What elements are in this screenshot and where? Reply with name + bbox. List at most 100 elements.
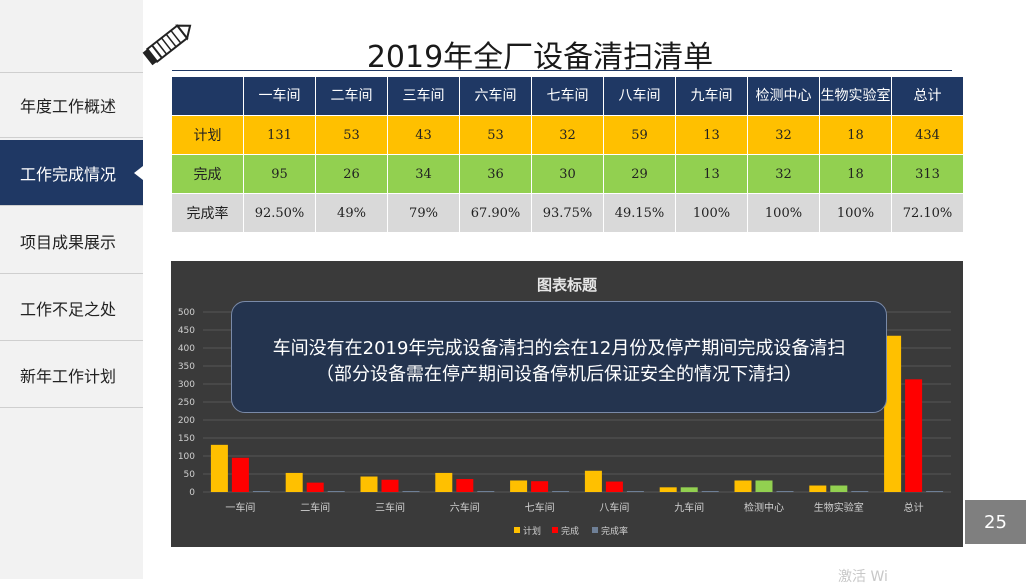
nav-item-new-year-plan[interactable]: 新年工作计划 (0, 342, 143, 408)
legend-label: 完成率 (601, 525, 628, 537)
table-row-done: 完成 95 26 34 36 30 29 13 32 18 313 (171, 154, 964, 194)
nav-item-project-results[interactable]: 项目成果展示 (0, 208, 143, 274)
bar-done (830, 485, 848, 492)
nav-item-work-completion[interactable]: 工作完成情况 (0, 140, 143, 206)
nav-item-label: 工作不足之处 (20, 299, 117, 319)
table-cell: 49.15% (603, 193, 676, 233)
table-cell: 26 (315, 154, 388, 194)
legend-label: 计划 (523, 525, 541, 537)
bar-done (306, 482, 324, 492)
x-tick-label: 生物实验室 (814, 501, 864, 514)
column-header: 一车间 (243, 76, 316, 116)
bar-done (905, 379, 923, 492)
y-tick-label: 500 (178, 308, 195, 318)
y-tick-label: 450 (178, 326, 195, 336)
table-cell: 43 (387, 115, 460, 155)
table-cell: 32 (531, 115, 604, 155)
y-tick-label: 300 (178, 380, 195, 390)
row-header: 完成 (171, 154, 244, 194)
table-cell: 79% (387, 193, 460, 233)
column-header: 二车间 (315, 76, 388, 116)
column-header: 九车间 (675, 76, 748, 116)
table-cell: 18 (819, 115, 892, 155)
table-cell: 32 (747, 115, 820, 155)
callout-box: 车间没有在2019年完成设备清扫的会在12月份及停产期间完成设备清扫 （部分设备… (231, 301, 887, 413)
bar-rate (252, 491, 270, 492)
bar-rate (626, 491, 644, 492)
legend-swatch (592, 527, 598, 533)
table-header-row: 一车间 二车间 三车间 六车间 七车间 八车间 九车间 检测中心 生物实验室 总… (171, 76, 964, 116)
legend-label: 完成 (561, 525, 579, 537)
bar-done (456, 479, 474, 492)
bar-plan (734, 480, 752, 492)
nav-item-label: 年度工作概述 (20, 96, 117, 116)
table-cell: 53 (315, 115, 388, 155)
pencil-icon (140, 16, 196, 74)
bar-plan (285, 472, 303, 492)
bar-rate (776, 491, 794, 492)
y-tick-label: 0 (189, 488, 195, 498)
y-tick-label: 200 (178, 416, 195, 426)
bar-done (531, 481, 549, 492)
row-header: 计划 (171, 115, 244, 155)
bar-done (755, 480, 773, 492)
table-cell: 53 (459, 115, 532, 155)
x-tick-label: 一车间 (225, 501, 255, 514)
x-tick-label: 八车间 (599, 501, 629, 514)
nav-item-label: 新年工作计划 (20, 366, 117, 386)
column-header: 总计 (891, 76, 964, 116)
bar-rate (701, 491, 719, 492)
table-cell: 59 (603, 115, 676, 155)
x-tick-label: 九车间 (674, 501, 704, 514)
column-header: 七车间 (531, 76, 604, 116)
column-header: 检测中心 (747, 76, 820, 116)
x-tick-label: 三车间 (375, 501, 405, 514)
y-tick-label: 150 (178, 434, 195, 444)
bar-plan (584, 470, 602, 492)
bar-plan (510, 480, 528, 492)
active-indicator-icon (134, 165, 143, 180)
nav-item-label: 项目成果展示 (20, 232, 117, 252)
column-header: 三车间 (387, 76, 460, 116)
bar-plan (360, 476, 378, 492)
table-cell: 30 (531, 154, 604, 194)
legend-swatch (552, 527, 558, 533)
table-cell: 32 (747, 154, 820, 194)
bar-rate (552, 491, 570, 492)
bar-rate (477, 491, 495, 492)
table-cell: 95 (243, 154, 316, 194)
bar-rate (327, 491, 345, 492)
table-cell: 13 (675, 115, 748, 155)
legend-swatch (514, 527, 520, 533)
y-tick-label: 250 (178, 398, 195, 408)
x-tick-label: 检测中心 (744, 501, 784, 514)
activation-watermark: 激活 Wi (838, 569, 888, 585)
table-cell: 434 (891, 115, 964, 155)
nav-item-annual-overview[interactable]: 年度工作概述 (0, 72, 143, 138)
table-cell: 100% (747, 193, 820, 233)
bar-rate (851, 491, 869, 492)
bar-plan (659, 487, 677, 492)
column-header: 生物实验室 (819, 76, 892, 116)
y-tick-label: 50 (184, 470, 196, 480)
table-cell: 13 (675, 154, 748, 194)
x-tick-label: 七车间 (525, 501, 555, 514)
nav-item-shortcomings[interactable]: 工作不足之处 (0, 275, 143, 341)
sidebar: 年度工作概述 工作完成情况 项目成果展示 工作不足之处 新年工作计划 (0, 0, 143, 579)
column-header: 六车间 (459, 76, 532, 116)
table-cell: 100% (819, 193, 892, 233)
x-tick-label: 二车间 (300, 501, 330, 514)
chart-svg: 图表标题 0 50 100 150 200 250 300 350 400 450 500 一车间 二车间… (178, 276, 951, 537)
table-cell: 36 (459, 154, 532, 194)
bar-rate (926, 491, 944, 492)
table-cell: 67.90% (459, 193, 532, 233)
bar-plan (884, 335, 902, 492)
bar-done (605, 481, 623, 492)
bar-rate (402, 491, 420, 492)
y-tick-label: 400 (178, 344, 195, 354)
bar-plan (210, 444, 228, 492)
table-cell: 92.50% (243, 193, 316, 233)
table-cell: 93.75% (531, 193, 604, 233)
bar-plan (435, 472, 453, 492)
x-tick-label: 总计 (904, 501, 924, 514)
